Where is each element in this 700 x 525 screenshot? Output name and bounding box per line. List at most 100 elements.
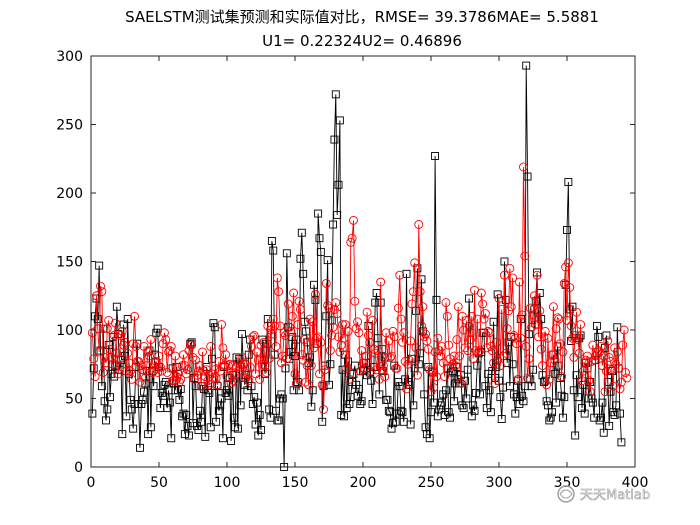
data-point-predicted (237, 352, 247, 362)
data-point-actual (344, 357, 352, 366)
data-point-predicted (127, 374, 137, 384)
data-point-predicted (285, 322, 295, 332)
data-point-predicted (456, 378, 466, 388)
data-point-predicted (350, 296, 360, 306)
data-point-predicted (601, 366, 611, 376)
data-point-actual (274, 416, 283, 425)
data-point-predicted (453, 302, 463, 312)
data-point-predicted (529, 291, 539, 301)
data-point-actual (451, 379, 460, 388)
data-point-predicted (465, 335, 475, 345)
data-point-predicted (244, 376, 254, 386)
data-point-actual (115, 365, 124, 374)
data-point-predicted (309, 343, 319, 353)
data-point-predicted (378, 361, 388, 371)
data-point-predicted (221, 350, 231, 360)
data-point-actual (152, 328, 161, 337)
data-point-actual (218, 434, 227, 443)
data-point-actual (545, 416, 554, 425)
data-point-actual (107, 369, 116, 378)
data-point-predicted (108, 359, 118, 369)
data-point-actual (527, 382, 536, 391)
data-point-predicted (451, 361, 460, 371)
data-point-predicted (421, 329, 431, 339)
data-point-actual (425, 434, 434, 443)
data-point-actual (486, 408, 495, 417)
data-point-predicted (154, 351, 164, 361)
data-point-predicted (188, 352, 198, 362)
data-point-actual (391, 417, 400, 426)
data-point-actual (437, 398, 446, 407)
data-point-actual (444, 408, 453, 417)
data-point-predicted (412, 370, 422, 380)
data-point-actual (174, 386, 182, 395)
data-point-actual (481, 382, 490, 391)
data-point-predicted (438, 358, 448, 368)
data-point-predicted (369, 344, 379, 354)
data-point-actual (489, 317, 498, 326)
data-point-actual (448, 367, 457, 376)
data-point-actual (500, 257, 509, 266)
x-tick-label: 200 (350, 475, 377, 491)
data-point-predicted (464, 321, 474, 331)
data-point-actual (383, 395, 392, 404)
data-point-actual (403, 378, 412, 387)
data-point-actual (473, 361, 482, 370)
data-point-actual (193, 421, 202, 430)
data-point-actual (422, 430, 431, 439)
data-point-predicted (90, 372, 100, 382)
data-point-actual (175, 395, 184, 404)
data-point-actual (223, 386, 231, 395)
data-point-predicted (505, 263, 515, 273)
data-point-predicted (399, 328, 409, 338)
data-point-predicted (599, 351, 609, 361)
y-tick-label: 150 (56, 255, 83, 271)
data-point-predicted (372, 365, 382, 375)
data-point-actual (529, 365, 537, 374)
data-point-actual (310, 280, 318, 289)
data-point-predicted (109, 331, 119, 340)
data-point-predicted (121, 366, 131, 376)
y-tick-label: 200 (56, 186, 83, 202)
data-point-actual (544, 401, 552, 410)
x-tick-label: 250 (418, 475, 445, 491)
data-point-predicted (310, 289, 320, 299)
data-point-predicted (176, 374, 186, 384)
data-point-actual (229, 413, 238, 422)
data-point-predicted (490, 378, 500, 388)
data-point-predicted (123, 348, 133, 358)
data-point-actual (146, 423, 155, 432)
data-point-actual (598, 398, 607, 407)
data-point-actual (552, 398, 561, 407)
data-point-actual (390, 361, 399, 370)
data-point-actual (194, 426, 203, 434)
data-point-actual (112, 302, 121, 311)
data-point-predicted (291, 378, 301, 388)
data-point-actual (165, 398, 174, 407)
data-point-predicted (334, 332, 343, 342)
data-point-predicted (411, 343, 421, 353)
data-point-actual (572, 371, 581, 380)
data-point-actual (442, 386, 450, 395)
data-point-predicted (533, 332, 543, 342)
data-point-predicted (159, 328, 169, 338)
data-point-predicted (483, 326, 493, 336)
data-point-actual (594, 332, 603, 341)
data-point-predicted (245, 362, 255, 372)
data-point-actual (617, 438, 626, 447)
data-point-actual (201, 432, 210, 441)
data-point-actual (564, 178, 573, 186)
data-point-actual (557, 391, 566, 400)
data-point-predicted (388, 326, 398, 336)
data-point-predicted (404, 355, 414, 365)
data-point-actual (104, 341, 113, 350)
data-point-predicted (544, 374, 554, 384)
data-point-predicted (354, 328, 364, 338)
data-point-actual (153, 324, 162, 333)
data-point-predicted (211, 373, 221, 383)
data-point-predicted (328, 322, 338, 332)
data-point-actual (356, 400, 365, 408)
data-point-predicted (338, 320, 348, 329)
data-point-predicted (162, 368, 172, 377)
